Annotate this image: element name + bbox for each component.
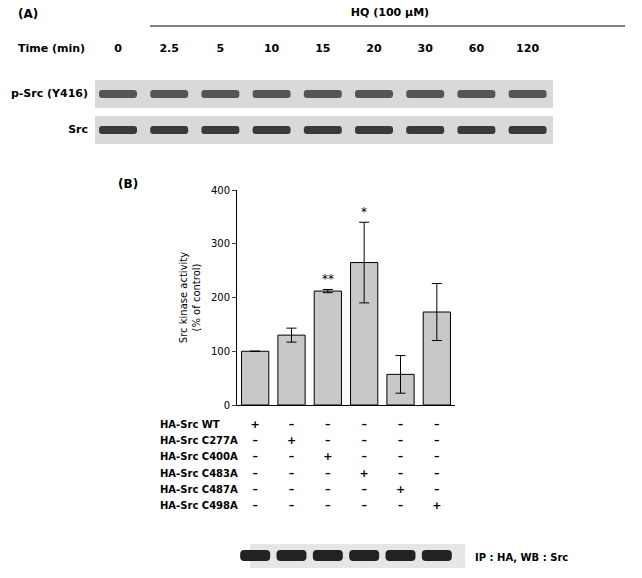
- svg-text:HA-Src C483A: HA-Src C483A: [160, 468, 238, 479]
- svg-text:–: –: [398, 418, 404, 431]
- svg-text:(B): (B): [118, 177, 138, 191]
- svg-text:–: –: [434, 450, 440, 463]
- svg-text:–: –: [252, 499, 258, 512]
- svg-text:–: –: [325, 434, 331, 447]
- svg-text:5: 5: [217, 42, 225, 55]
- svg-text:–: –: [325, 467, 331, 480]
- svg-text:+: +: [396, 483, 405, 496]
- svg-text:–: –: [398, 450, 404, 463]
- svg-text:+: +: [360, 467, 369, 480]
- svg-text:(A): (A): [18, 7, 38, 21]
- svg-text:HQ (100 μM): HQ (100 μM): [351, 6, 429, 19]
- svg-text:0: 0: [114, 42, 122, 55]
- svg-text:60: 60: [469, 42, 485, 55]
- svg-text:–: –: [252, 450, 258, 463]
- svg-text:HA-Src WT: HA-Src WT: [160, 419, 220, 430]
- svg-text:–: –: [325, 499, 331, 512]
- svg-text:–: –: [398, 499, 404, 512]
- svg-text:–: –: [434, 467, 440, 480]
- svg-text:–: –: [361, 418, 367, 431]
- svg-text:–: –: [289, 499, 295, 512]
- svg-text:100: 100: [211, 346, 230, 357]
- svg-text:–: –: [289, 418, 295, 431]
- svg-text:Src: Src: [68, 123, 88, 136]
- svg-text:–: –: [325, 418, 331, 431]
- svg-text:Time (min): Time (min): [18, 42, 85, 55]
- svg-text:HA-Src C487A: HA-Src C487A: [160, 484, 238, 495]
- svg-text:–: –: [361, 499, 367, 512]
- svg-text:10: 10: [264, 42, 280, 55]
- svg-text:+: +: [287, 434, 296, 447]
- svg-text:–: –: [434, 434, 440, 447]
- svg-text:+: +: [432, 499, 441, 512]
- svg-text:p-Src (Y416): p-Src (Y416): [11, 87, 88, 100]
- svg-text:2.5: 2.5: [159, 42, 179, 55]
- svg-text:HA-Src C277A: HA-Src C277A: [160, 435, 238, 446]
- svg-text:20: 20: [366, 42, 382, 55]
- svg-text:–: –: [252, 467, 258, 480]
- svg-text:–: –: [398, 434, 404, 447]
- svg-text:HA-Src C498A: HA-Src C498A: [160, 500, 238, 511]
- svg-text:–: –: [289, 450, 295, 463]
- svg-text:–: –: [289, 467, 295, 480]
- svg-text:–: –: [325, 483, 331, 496]
- svg-text:0: 0: [224, 400, 230, 411]
- svg-text:+: +: [251, 418, 260, 431]
- svg-text:30: 30: [418, 42, 434, 55]
- svg-text:300: 300: [211, 238, 230, 249]
- svg-text:200: 200: [211, 292, 230, 303]
- svg-text:**: **: [322, 272, 334, 286]
- svg-text:–: –: [361, 483, 367, 496]
- svg-text:–: –: [361, 450, 367, 463]
- svg-text:–: –: [361, 434, 367, 447]
- svg-text:400: 400: [211, 185, 230, 196]
- svg-text:HA-Src C400A: HA-Src C400A: [160, 451, 238, 462]
- svg-text:–: –: [289, 483, 295, 496]
- svg-text:*: *: [361, 205, 367, 219]
- svg-text:120: 120: [516, 42, 539, 55]
- svg-text:Src kinase activity(% of contr: Src kinase activity(% of control): [178, 252, 202, 343]
- svg-text:15: 15: [315, 42, 330, 55]
- svg-text:–: –: [252, 483, 258, 496]
- svg-text:–: –: [434, 483, 440, 496]
- svg-text:IP : HA, WB : Src: IP : HA, WB : Src: [475, 552, 568, 563]
- svg-text:–: –: [252, 434, 258, 447]
- svg-text:–: –: [434, 418, 440, 431]
- svg-text:+: +: [323, 450, 332, 463]
- svg-text:–: –: [398, 467, 404, 480]
